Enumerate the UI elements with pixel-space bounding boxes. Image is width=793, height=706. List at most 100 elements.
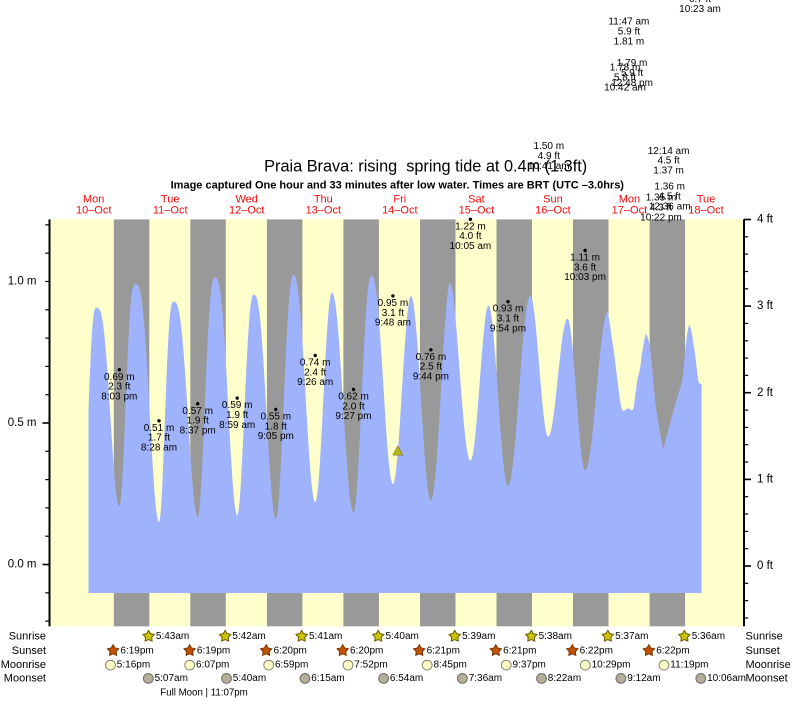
- svg-text:6:54am: 6:54am: [390, 673, 423, 684]
- svg-text:11:47 am: 11:47 am: [608, 17, 649, 28]
- svg-text:10:22 pm: 10:22 pm: [640, 212, 682, 223]
- svg-text:0 ft: 0 ft: [757, 560, 774, 572]
- svg-text:Fri: Fri: [393, 194, 406, 206]
- svg-text:Sunset: Sunset: [12, 645, 46, 657]
- svg-text:8:59 am: 8:59 am: [219, 420, 255, 431]
- svg-text:12–Oct: 12–Oct: [229, 205, 264, 217]
- svg-text:2.3 ft: 2.3 ft: [108, 382, 130, 393]
- svg-text:6:20pm: 6:20pm: [350, 645, 383, 656]
- svg-text:6:20pm: 6:20pm: [274, 645, 307, 656]
- svg-text:6:07pm: 6:07pm: [196, 660, 229, 671]
- svg-text:1.8 ft: 1.8 ft: [265, 421, 287, 432]
- svg-text:16–Oct: 16–Oct: [535, 205, 570, 217]
- svg-text:10:23 am: 10:23 am: [679, 4, 721, 15]
- svg-text:1 ft: 1 ft: [757, 473, 774, 485]
- svg-text:5.8 ft: 5.8 ft: [614, 73, 636, 84]
- svg-text:10:06am: 10:06am: [707, 673, 746, 684]
- svg-text:Sunrise: Sunrise: [9, 631, 46, 643]
- svg-text:5:40am: 5:40am: [233, 673, 266, 684]
- svg-text:5:40am: 5:40am: [386, 631, 419, 642]
- svg-text:0.62 m: 0.62 m: [338, 392, 369, 403]
- svg-text:1.0 m: 1.0 m: [8, 276, 37, 288]
- svg-text:5:37am: 5:37am: [615, 631, 648, 642]
- svg-text:6:19pm: 6:19pm: [120, 645, 153, 656]
- svg-text:8:03 pm: 8:03 pm: [101, 391, 137, 402]
- svg-text:1.78 m: 1.78 m: [610, 63, 641, 74]
- svg-text:6:22pm: 6:22pm: [580, 645, 613, 656]
- svg-text:1.50 m: 1.50 m: [534, 141, 565, 152]
- svg-text:Sunrise: Sunrise: [746, 631, 783, 643]
- svg-text:10:03 pm: 10:03 pm: [564, 272, 606, 283]
- svg-text:0.55 m: 0.55 m: [261, 412, 292, 423]
- svg-text:6:59pm: 6:59pm: [275, 660, 308, 671]
- svg-text:11–Oct: 11–Oct: [153, 205, 188, 217]
- svg-text:0.93 m: 0.93 m: [493, 304, 524, 315]
- svg-text:Sunset: Sunset: [746, 645, 780, 657]
- svg-text:18–Oct: 18–Oct: [688, 205, 723, 217]
- svg-text:9:12am: 9:12am: [627, 673, 660, 684]
- svg-text:5:07am: 5:07am: [155, 673, 188, 684]
- svg-text:Praia Brava: rising spring ti: Praia Brava: rising spring tide at 0.4m …: [264, 158, 587, 176]
- svg-text:0.95 m: 0.95 m: [378, 298, 409, 309]
- svg-text:8:28 am: 8:28 am: [141, 443, 177, 454]
- svg-text:6:15am: 6:15am: [311, 673, 344, 684]
- svg-text:10:42 am: 10:42 am: [604, 83, 646, 94]
- svg-text:1.7 ft: 1.7 ft: [148, 433, 170, 444]
- svg-text:Tue: Tue: [697, 194, 716, 206]
- svg-text:7:36am: 7:36am: [469, 673, 502, 684]
- svg-text:14–Oct: 14–Oct: [382, 205, 417, 217]
- svg-text:6:22pm: 6:22pm: [656, 645, 689, 656]
- svg-text:9:48 am: 9:48 am: [375, 318, 411, 329]
- svg-text:0.57 m: 0.57 m: [182, 406, 213, 417]
- svg-text:12:48 pm: 12:48 pm: [611, 78, 653, 89]
- svg-text:1.9 ft: 1.9 ft: [187, 416, 209, 427]
- svg-text:5.9 ft: 5.9 ft: [618, 27, 640, 38]
- svg-text:10–Oct: 10–Oct: [76, 205, 111, 217]
- svg-text:Tue: Tue: [161, 194, 180, 206]
- svg-text:2.5 ft: 2.5 ft: [420, 362, 442, 373]
- svg-text:5:41am: 5:41am: [309, 631, 342, 642]
- svg-text:Moonset: Moonset: [4, 672, 46, 684]
- svg-text:1.79 m: 1.79 m: [617, 58, 648, 69]
- svg-text:1.9 ft: 1.9 ft: [226, 410, 248, 421]
- svg-text:15–Oct: 15–Oct: [459, 205, 494, 217]
- svg-text:Full Moon | 11:07pm: Full Moon | 11:07pm: [160, 687, 247, 698]
- svg-text:0.69 m: 0.69 m: [104, 372, 135, 383]
- svg-text:Image captured One hour and 33: Image captured One hour and 33 minutes a…: [171, 180, 625, 192]
- svg-text:17–Oct: 17–Oct: [612, 205, 647, 217]
- svg-text:0.51 m: 0.51 m: [144, 423, 175, 434]
- svg-text:0.76 m: 0.76 m: [416, 352, 447, 363]
- svg-text:8:45pm: 8:45pm: [434, 660, 467, 671]
- svg-text:10:05 am: 10:05 am: [450, 241, 492, 252]
- svg-text:4.5 ft: 4.5 ft: [657, 156, 679, 167]
- svg-text:1.36 m: 1.36 m: [654, 182, 685, 193]
- svg-text:9:37pm: 9:37pm: [513, 660, 546, 671]
- svg-text:4 ft: 4 ft: [757, 214, 774, 226]
- svg-text:10:29pm: 10:29pm: [592, 660, 631, 671]
- svg-text:4.9 ft: 4.9 ft: [538, 151, 560, 162]
- svg-text:3 ft: 3 ft: [757, 300, 774, 312]
- svg-text:6:19pm: 6:19pm: [197, 645, 230, 656]
- svg-text:Wed: Wed: [235, 194, 257, 206]
- svg-text:6:21pm: 6:21pm: [427, 645, 460, 656]
- svg-text:9:27 pm: 9:27 pm: [335, 411, 371, 422]
- svg-text:Mon: Mon: [83, 194, 104, 206]
- svg-text:8:22am: 8:22am: [548, 673, 581, 684]
- svg-text:6.7 ft: 6.7 ft: [689, 0, 711, 5]
- svg-text:10:41 am: 10:41 am: [528, 161, 570, 172]
- svg-text:8:37 pm: 8:37 pm: [180, 425, 216, 436]
- svg-text:5:42am: 5:42am: [232, 631, 265, 642]
- svg-text:Sat: Sat: [468, 194, 485, 206]
- svg-text:4.0 ft: 4.0 ft: [459, 231, 481, 242]
- svg-text:5.9 ft: 5.9 ft: [621, 68, 643, 79]
- svg-text:5:16pm: 5:16pm: [117, 660, 150, 671]
- svg-text:3.6 ft: 3.6 ft: [574, 262, 596, 273]
- svg-text:Mon: Mon: [619, 194, 640, 206]
- svg-text:3.1 ft: 3.1 ft: [382, 308, 404, 319]
- svg-text:9:26 am: 9:26 am: [297, 377, 333, 388]
- svg-text:9:05 pm: 9:05 pm: [258, 431, 294, 442]
- svg-text:4.3 ft: 4.3 ft: [650, 202, 672, 213]
- svg-text:1.37 m: 1.37 m: [653, 166, 684, 177]
- svg-text:12:14 am: 12:14 am: [648, 146, 690, 157]
- svg-text:5:39am: 5:39am: [462, 631, 495, 642]
